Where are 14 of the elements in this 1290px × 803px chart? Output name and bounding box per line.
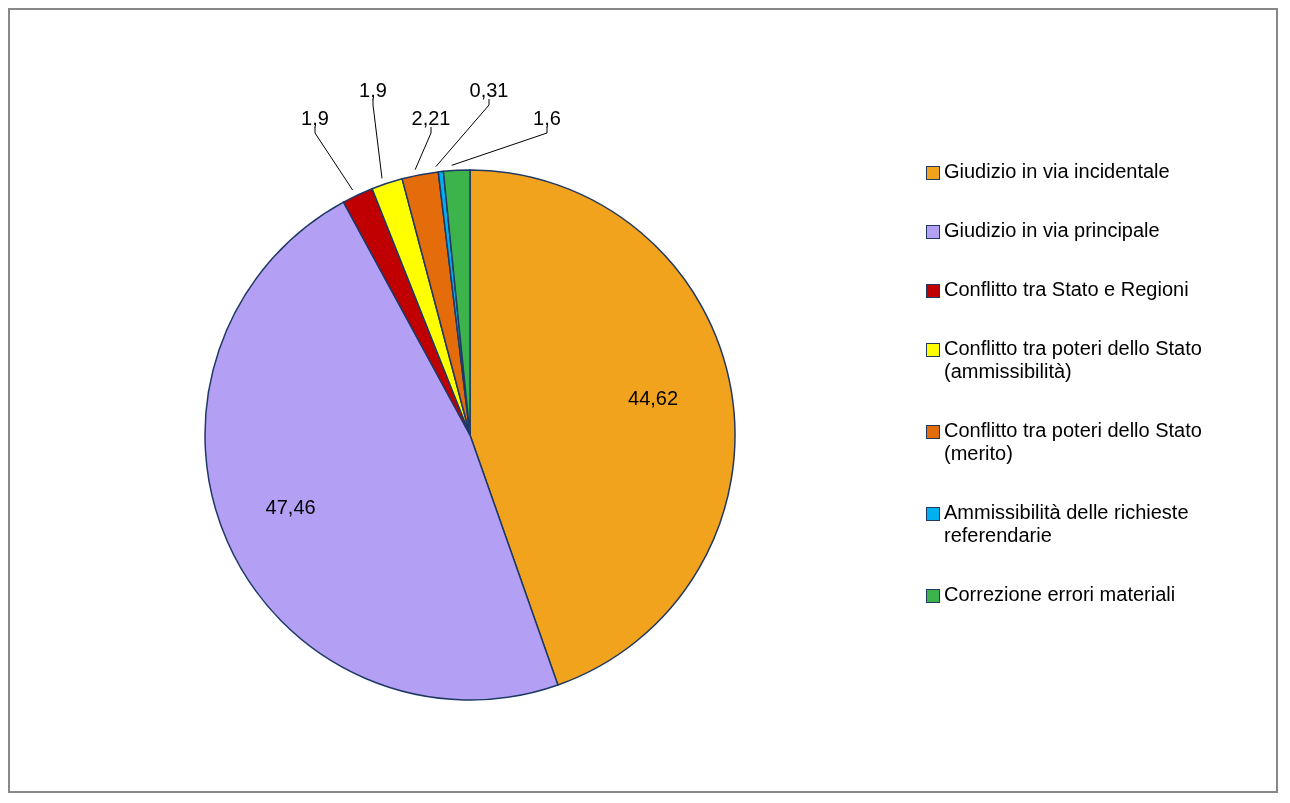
legend-label: Giudizio in via principale	[944, 218, 1160, 242]
data-label: 1,6	[533, 107, 561, 129]
data-label: 1,9	[301, 107, 329, 129]
legend-label: Conflitto tra poteri dello Stato (merito)	[944, 418, 1203, 465]
data-label: 47,46	[265, 496, 316, 519]
legend-label: Conflitto tra poteri dello Stato (ammissibilità)	[944, 336, 1203, 383]
legend-label: Correzione errori materiali	[944, 582, 1176, 606]
data-label: 2,21	[411, 107, 451, 129]
data-label: 1,9	[359, 79, 387, 101]
data-label: 0,31	[469, 79, 509, 101]
legend-label: Conflitto tra Stato e Regioni	[944, 277, 1189, 301]
legend-label: Giudizio in via incidentale	[944, 159, 1170, 183]
legend-label: Ammissibilità delle richieste referendarie	[944, 500, 1190, 547]
data-label: 44,62	[628, 386, 679, 409]
